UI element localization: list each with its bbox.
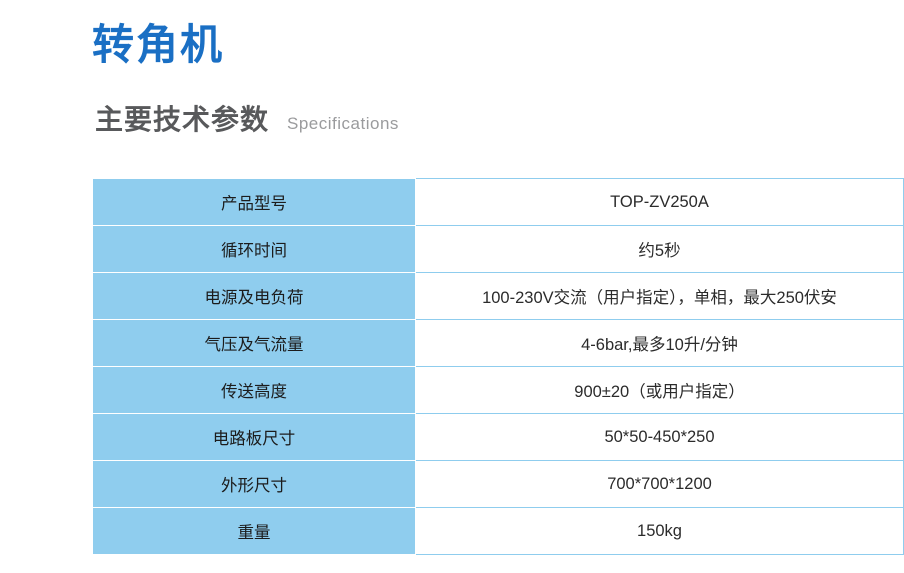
section-heading: 主要技术参数 Specifications: [95, 98, 399, 138]
table-row: 产品型号 TOP-ZV250A: [92, 178, 904, 226]
table-row: 气压及气流量 4-6bar,最多10升/分钟: [92, 319, 904, 367]
spec-label: 气压及气流量: [92, 319, 416, 367]
spec-value: 50*50-450*250: [415, 413, 904, 461]
spec-label: 传送高度: [92, 366, 416, 414]
section-heading-cn: 主要技术参数: [95, 104, 270, 135]
spec-value: TOP-ZV250A: [415, 178, 904, 226]
table-row: 传送高度 900±20（或用户指定）: [92, 366, 904, 414]
specifications-table-body: 产品型号 TOP-ZV250A 循环时间 约5秒 电源及电负荷 100-230V…: [92, 178, 904, 555]
spec-value: 900±20（或用户指定）: [415, 366, 904, 414]
table-row: 循环时间 约5秒: [92, 225, 904, 273]
table-row: 电路板尺寸 50*50-450*250: [92, 413, 904, 461]
spec-label: 循环时间: [92, 225, 416, 273]
spec-value: 700*700*1200: [415, 460, 904, 508]
table-row: 外形尺寸 700*700*1200: [92, 460, 904, 508]
specifications-table: 产品型号 TOP-ZV250A 循环时间 约5秒 电源及电负荷 100-230V…: [92, 178, 904, 555]
table-row: 重量 150kg: [92, 507, 904, 555]
spec-label: 电路板尺寸: [92, 413, 416, 461]
spec-label: 电源及电负荷: [92, 272, 416, 320]
spec-value: 100-230V交流（用户指定），单相，最大250伏安: [415, 272, 904, 320]
spec-value: 约5秒: [415, 225, 904, 273]
spec-value: 4-6bar,最多10升/分钟: [415, 319, 904, 367]
table-row: 电源及电负荷 100-230V交流（用户指定），单相，最大250伏安: [92, 272, 904, 320]
spec-value: 150kg: [415, 507, 904, 555]
section-heading-en: Specifications: [287, 114, 399, 133]
spec-label: 重量: [92, 507, 416, 555]
spec-label: 外形尺寸: [92, 460, 416, 508]
spec-label: 产品型号: [92, 178, 416, 226]
page-title: 转角机: [92, 21, 225, 68]
